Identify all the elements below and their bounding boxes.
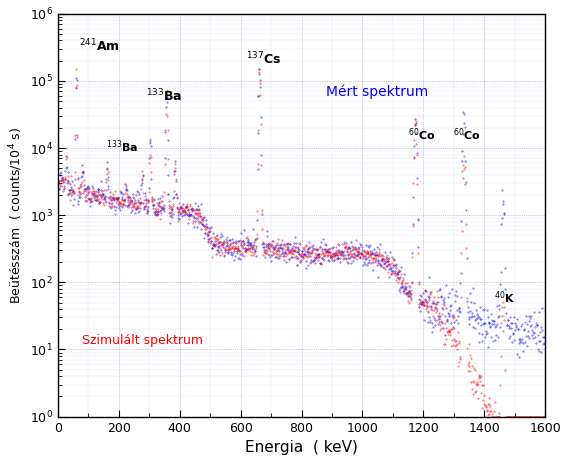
Text: $^{60}$Co: $^{60}$Co bbox=[453, 126, 481, 143]
Text: $^{133}$Ba: $^{133}$Ba bbox=[147, 88, 182, 104]
Text: Mért spektrum: Mért spektrum bbox=[326, 84, 428, 99]
Text: Szimulált spektrum: Szimulált spektrum bbox=[82, 334, 203, 347]
Y-axis label: Beütésszám  ( counts/10$^4$ s): Beütésszám ( counts/10$^4$ s) bbox=[7, 127, 24, 304]
Text: $^{241}$Am: $^{241}$Am bbox=[79, 37, 119, 54]
Text: $^{137}$Cs: $^{137}$Cs bbox=[246, 50, 281, 67]
Text: $^{133}$Ba: $^{133}$Ba bbox=[106, 138, 139, 155]
X-axis label: Energia  ( keV): Energia ( keV) bbox=[245, 440, 358, 455]
Text: $^{60}$Co: $^{60}$Co bbox=[408, 126, 435, 143]
Text: $^{40}$K: $^{40}$K bbox=[494, 289, 515, 306]
